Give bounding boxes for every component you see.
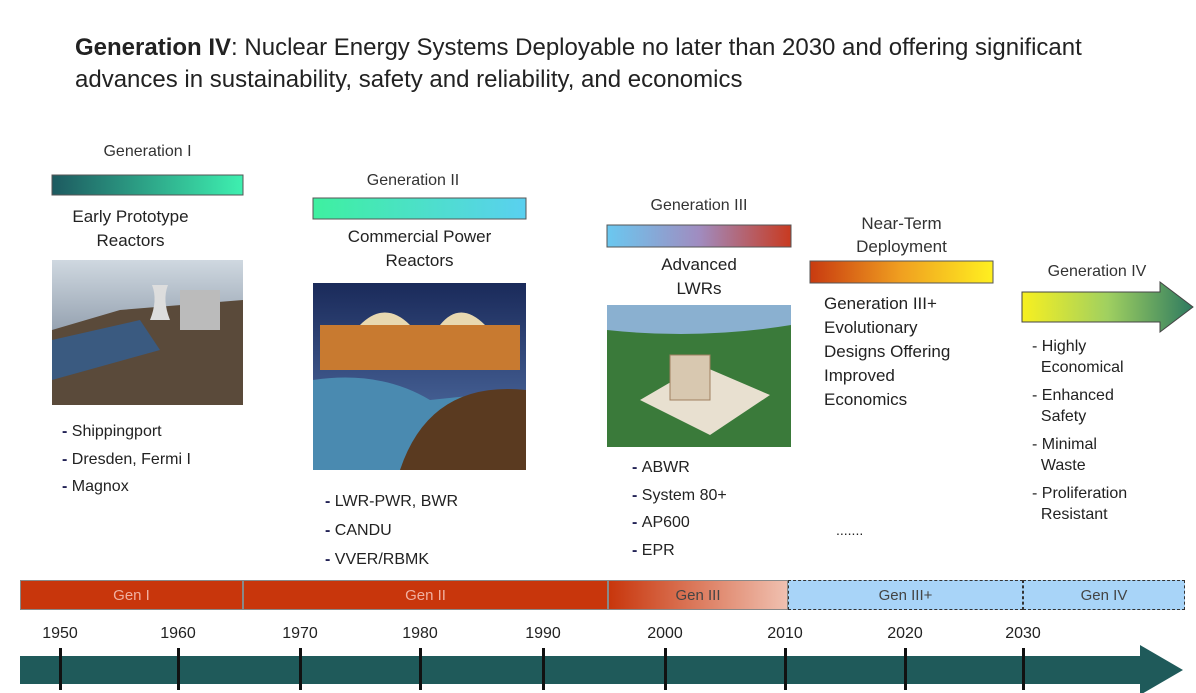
item-line: Safety <box>1041 408 1086 425</box>
item-line: Highly <box>1042 338 1086 355</box>
year-label: 1960 <box>160 625 196 643</box>
year-label: 1970 <box>282 625 318 643</box>
item-line: Minimal <box>1042 436 1097 453</box>
item: - Highly Economical <box>1032 336 1127 378</box>
item: ABWR <box>632 454 727 482</box>
label-line: Deployment <box>810 235 993 258</box>
item: - Enhanced Safety <box>1032 385 1127 427</box>
gen-label: Generation II <box>313 172 513 190</box>
year-tick <box>542 648 545 690</box>
year-tick <box>904 648 907 690</box>
year-label: 2020 <box>887 625 923 643</box>
year-tick <box>177 648 180 690</box>
item: EPR <box>632 537 727 565</box>
item: Magnox <box>62 473 191 501</box>
year-label: 1950 <box>42 625 78 643</box>
item: - Minimal Waste <box>1032 434 1127 476</box>
desc-line: Reactors <box>35 229 226 253</box>
item: Shippingport <box>62 418 191 446</box>
item: LWR-PWR, BWR <box>325 487 458 516</box>
desc-line: Economics <box>824 388 950 412</box>
desc-line: Designs Offering <box>824 340 950 364</box>
timeline-band: Gen IV <box>1023 580 1185 610</box>
year-tick <box>299 648 302 690</box>
timeline-band: Gen III+ <box>788 580 1023 610</box>
desc-line: Evolutionary <box>824 316 950 340</box>
item: Dresden, Fermi I <box>62 446 191 474</box>
timeline-band: Gen I <box>20 580 243 610</box>
page: Generation IV: Nuclear Energy Systems De… <box>0 0 1196 693</box>
year-tick <box>664 648 667 690</box>
year-label: 1990 <box>525 625 561 643</box>
item-line: Proliferation <box>1042 485 1127 502</box>
gen-label: Generation IV <box>1022 263 1172 281</box>
label-line: Near-Term <box>810 212 993 235</box>
item: - Proliferation Resistant <box>1032 483 1127 525</box>
desc-line: Early Prototype <box>35 205 226 229</box>
year-tick <box>59 648 62 690</box>
gen-items: LWR-PWR, BWRCANDUVVER/RBMK <box>325 487 458 574</box>
item-line: Enhanced <box>1042 387 1114 404</box>
year-tick <box>419 648 422 690</box>
year-tick <box>784 648 787 690</box>
timeline-band: Gen III <box>608 580 788 610</box>
placeholder: ....... <box>836 522 863 538</box>
item: VVER/RBMK <box>325 545 458 574</box>
item-line: Resistant <box>1041 506 1108 523</box>
timeline-band: Gen II <box>243 580 608 610</box>
desc-line: Reactors <box>313 249 526 273</box>
item-line: Waste <box>1041 457 1086 474</box>
item: AP600 <box>632 509 727 537</box>
year-label: 2030 <box>1005 625 1041 643</box>
item-line: Economical <box>1041 359 1124 376</box>
gen-items: - Highly Economical - Enhanced Safety - … <box>1032 336 1127 525</box>
desc-line: LWRs <box>607 277 791 301</box>
gen-label: Generation I <box>52 143 243 161</box>
year-tick <box>1022 648 1025 690</box>
desc-line: Advanced <box>607 253 791 277</box>
gen-items: ABWRSystem 80+AP600EPR <box>632 454 727 564</box>
desc-line: Improved <box>824 364 950 388</box>
desc-line: Commercial Power <box>313 225 526 249</box>
year-label: 2000 <box>647 625 683 643</box>
desc-line: Generation III+ <box>824 292 950 316</box>
gen-items: ShippingportDresden, Fermi IMagnox <box>62 418 191 501</box>
item: CANDU <box>325 516 458 545</box>
year-label: 2010 <box>767 625 803 643</box>
gen-label: Generation III <box>607 197 791 215</box>
year-label: 1980 <box>402 625 438 643</box>
item: System 80+ <box>632 482 727 510</box>
